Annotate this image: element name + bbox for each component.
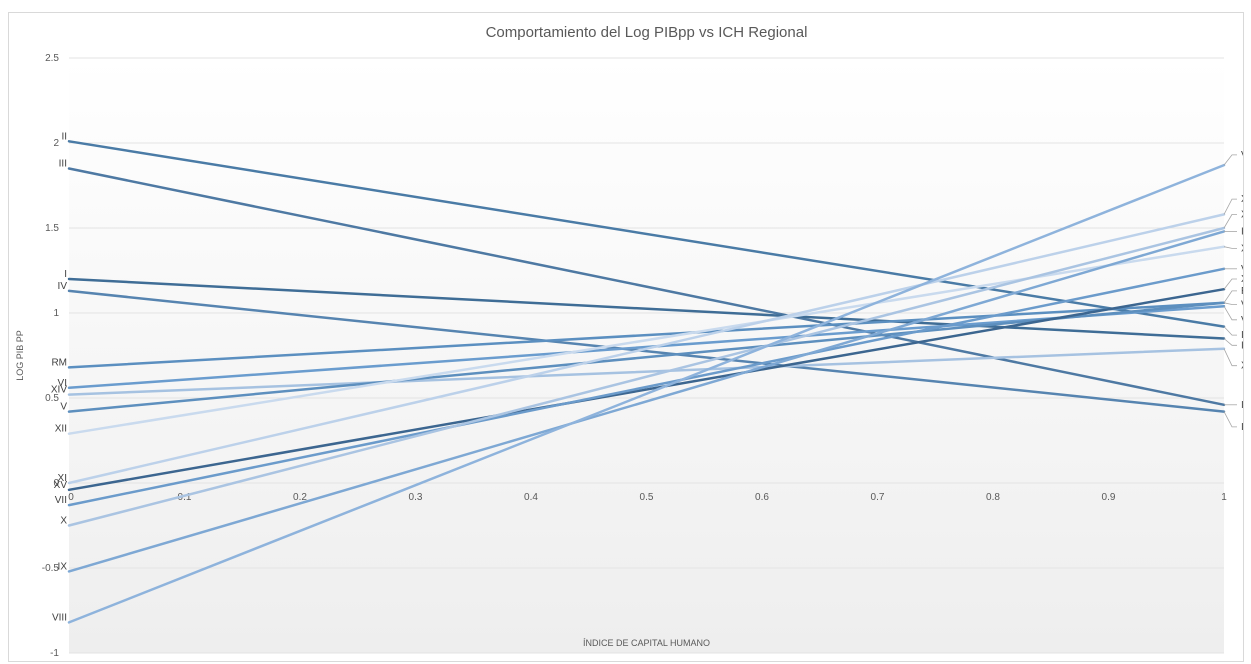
y-tick-label: 0 — [53, 478, 59, 489]
right-label-ix: IX — [1241, 226, 1243, 237]
series-line-xv — [67, 287, 1226, 492]
right-label-xii: XII — [1241, 243, 1243, 254]
right-labels: VIIIXIXIXXIIVIIXVRMVVIIIIXIVIIIIV — [1223, 150, 1243, 433]
label-leader — [1223, 302, 1237, 305]
y-tick-label: 1 — [53, 308, 59, 319]
x-tick-label: 0.9 — [1102, 492, 1116, 503]
left-label-xiv: XIV — [51, 385, 67, 396]
chart-title: Comportamiento del Log PIBpp vs ICH Regi… — [486, 24, 808, 41]
series-line-ix — [67, 230, 1226, 573]
right-label-vi: VI — [1241, 315, 1243, 326]
right-label-x: X — [1241, 209, 1243, 220]
label-leader — [1223, 246, 1237, 249]
y-tick-label: 1.5 — [45, 223, 59, 234]
series-line-xi — [67, 213, 1226, 485]
series-line-iii — [67, 167, 1226, 407]
x-tick-label: 0 — [68, 492, 74, 503]
x-tick-label: 0.6 — [755, 492, 769, 503]
left-label-xii: XII — [55, 424, 67, 435]
x-tick-label: 1 — [1221, 492, 1227, 503]
right-label-xi: XI — [1241, 194, 1243, 205]
label-leader — [1223, 348, 1237, 367]
left-label-vii: VII — [55, 495, 67, 506]
y-tick-label: -0.5 — [42, 563, 60, 574]
series-line-i — [67, 277, 1226, 340]
x-axis-title: ÍNDICE DE CAPITAL HUMANO — [583, 638, 710, 648]
series-line-vii — [67, 267, 1226, 507]
y-tick-label: 2 — [53, 138, 59, 149]
right-label-i: I — [1241, 340, 1243, 351]
left-label-ix: IX — [58, 561, 68, 572]
left-label-rm: RM — [51, 357, 67, 368]
right-label-iii: III — [1241, 400, 1243, 411]
x-tick-label: 0.8 — [986, 492, 1000, 503]
label-leader — [1223, 326, 1237, 336]
right-label-ii: II — [1241, 330, 1243, 341]
x-tick-label: 0.1 — [178, 492, 192, 503]
label-leader — [1223, 290, 1237, 304]
y-axis-ticks: 2.5 2 1.5 1 0.5 0 -0.5 -1 — [42, 53, 60, 659]
right-label-rm: RM — [1241, 286, 1243, 297]
y-tick-label: -1 — [50, 648, 59, 659]
series-line-xiv — [67, 347, 1226, 396]
label-leader — [1223, 411, 1237, 428]
label-leader — [1223, 305, 1237, 321]
label-leader — [1223, 278, 1237, 290]
left-label-x: X — [60, 516, 67, 527]
series-line-x — [67, 226, 1226, 527]
y-tick-label: 2.5 — [45, 53, 59, 64]
y-axis-title: LOG PIB PP — [15, 330, 25, 381]
series-line-v — [67, 301, 1226, 413]
label-leader — [1223, 338, 1237, 346]
x-axis-ticks: 0 0.1 0.2 0.3 0.4 0.5 0.6 0.7 0.8 0.9 1 — [68, 492, 1227, 503]
series-line-viii — [67, 163, 1226, 624]
right-label-viii: VIII — [1241, 150, 1243, 161]
label-leader — [1223, 154, 1237, 166]
left-label-xi: XI — [58, 473, 67, 484]
x-tick-label: 0.7 — [871, 492, 885, 503]
right-label-xv: XV — [1241, 274, 1243, 285]
series-line-rm — [67, 301, 1226, 369]
right-label-iv: IV — [1241, 422, 1243, 433]
label-leader — [1223, 213, 1237, 229]
series-line-iv — [67, 289, 1226, 413]
left-label-vi: VI — [58, 378, 67, 389]
left-label-iii: III — [59, 159, 67, 170]
chart-svg: Comportamiento del Log PIBpp vs ICH Regi… — [15, 24, 1243, 659]
left-label-viii: VIII — [52, 612, 67, 623]
right-label-vii: VII — [1241, 264, 1243, 275]
x-tick-label: 0.4 — [524, 492, 538, 503]
x-tick-label: 0.3 — [409, 492, 423, 503]
label-leader — [1223, 198, 1237, 215]
left-label-iv: IV — [58, 281, 68, 292]
right-label-xiv: XIV — [1241, 361, 1243, 372]
left-label-v: V — [60, 402, 67, 413]
gridlines — [69, 57, 1224, 654]
x-tick-label: 0.2 — [293, 492, 307, 503]
series-line-ii — [67, 140, 1226, 328]
left-label-ii: II — [61, 131, 67, 142]
right-label-v: V — [1241, 300, 1243, 311]
chart-frame: Comportamiento del Log PIBpp vs ICH Regi… — [8, 12, 1244, 662]
x-tick-label: 0.5 — [640, 492, 654, 503]
series-lines — [67, 140, 1226, 624]
left-label-i: I — [64, 269, 67, 280]
y-tick-label: 0.5 — [45, 393, 59, 404]
left-label-xv: XV — [54, 480, 68, 491]
